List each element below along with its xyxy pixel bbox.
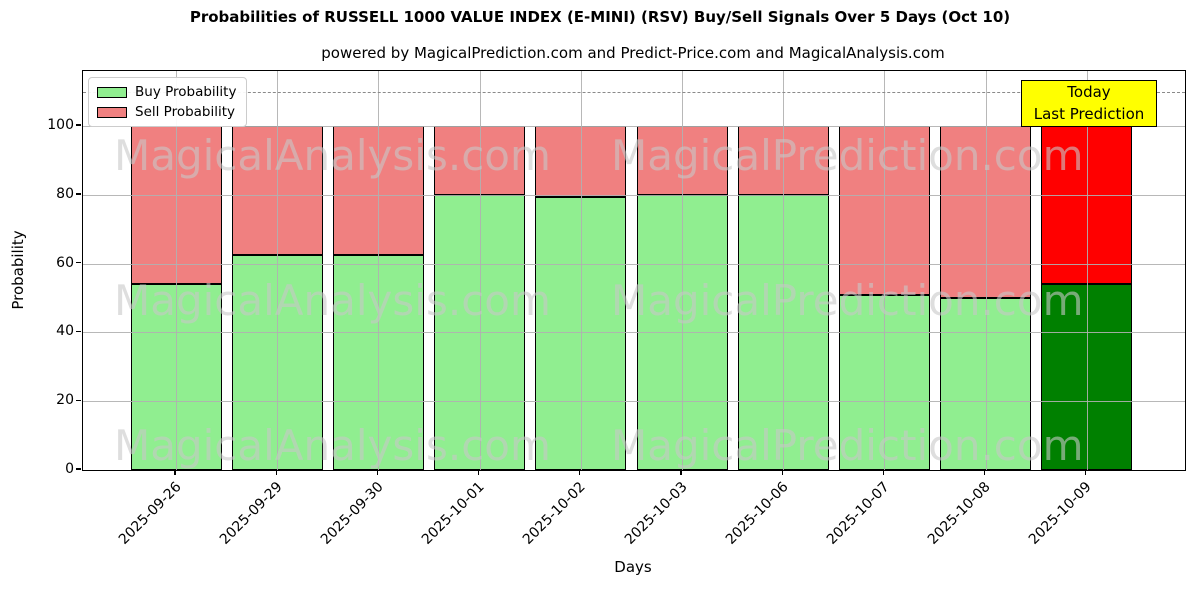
legend-item-sell: Sell Probability xyxy=(97,104,236,120)
legend-label-sell: Sell Probability xyxy=(135,104,236,120)
y-tick-label: 40 xyxy=(56,323,74,340)
horizontal-gridline xyxy=(83,194,1185,196)
watermark-right: MagicalPrediction.com xyxy=(611,276,1084,325)
y-tick-mark xyxy=(76,193,81,195)
x-tick-mark xyxy=(376,470,379,475)
legend: Buy Probability Sell Probability xyxy=(88,77,248,127)
x-tick-label: 2025-09-26 xyxy=(115,479,185,548)
chart-title: Probabilities of RUSSELL 1000 VALUE INDE… xyxy=(189,8,1011,26)
dashed-threshold-line xyxy=(83,91,1185,93)
watermark-right: MagicalPrediction.com xyxy=(611,421,1084,470)
y-tick-mark xyxy=(76,124,81,126)
x-tick-mark xyxy=(1085,470,1087,475)
vertical-gridline xyxy=(176,71,177,470)
watermark-left: MagicalAnalysis.com xyxy=(114,131,551,180)
y-tick-label: 60 xyxy=(56,254,74,271)
x-tick-mark xyxy=(983,470,986,475)
chart-subtitle: powered by MagicalPrediction.com and Pre… xyxy=(321,44,945,62)
y-tick-mark xyxy=(76,261,81,264)
x-tick-mark xyxy=(579,470,581,475)
legend-item-buy: Buy Probability xyxy=(97,84,236,100)
x-tick-label: 2025-10-09 xyxy=(1026,479,1096,548)
x-tick-label: 2025-10-07 xyxy=(823,479,893,548)
vertical-gridline xyxy=(479,71,481,470)
x-tick-mark xyxy=(781,470,783,475)
x-axis-label: Days xyxy=(614,558,652,576)
x-tick-label: 2025-10-01 xyxy=(419,479,488,548)
watermark-left: MagicalAnalysis.com xyxy=(114,276,551,325)
horizontal-gridline xyxy=(83,126,1185,128)
x-tick-label: 2025-10-06 xyxy=(722,479,792,548)
sell-color-swatch xyxy=(97,106,127,118)
y-tick-mark xyxy=(76,330,81,333)
y-tick-mark xyxy=(76,468,81,470)
x-tick-label: 2025-10-08 xyxy=(925,479,994,548)
watermark-right: MagicalPrediction.com xyxy=(611,131,1084,180)
x-tick-label: 2025-09-30 xyxy=(317,479,387,548)
vertical-gridline xyxy=(378,71,380,470)
horizontal-gridline xyxy=(83,401,1185,403)
vertical-gridline xyxy=(783,71,785,470)
y-tick-label: 20 xyxy=(56,392,74,409)
legend-label-buy: Buy Probability xyxy=(135,84,237,100)
vertical-gridline xyxy=(682,71,683,470)
today-annotation-line2: Last Prediction xyxy=(1033,104,1145,123)
today-annotation-line1: Today xyxy=(1067,82,1111,101)
x-tick-mark xyxy=(174,470,176,475)
watermark-left: MagicalAnalysis.com xyxy=(114,421,551,470)
x-tick-label: 2025-10-03 xyxy=(621,479,691,548)
vertical-gridline xyxy=(985,71,987,470)
plot-area: MagicalAnalysis.com MagicalPrediction.com… xyxy=(82,70,1186,471)
x-tick-mark xyxy=(477,470,480,475)
vertical-gridline xyxy=(277,71,279,470)
today-annotation: Today Last Prediction xyxy=(1021,80,1157,127)
x-tick-mark xyxy=(680,470,682,475)
horizontal-gridline xyxy=(83,263,1185,265)
x-tick-mark xyxy=(275,470,277,475)
y-tick-mark xyxy=(76,399,81,401)
horizontal-gridline xyxy=(83,332,1185,334)
x-tick-label: 2025-09-29 xyxy=(216,479,286,548)
x-tick-mark xyxy=(882,470,885,475)
vertical-gridline xyxy=(580,71,582,470)
y-tick-label: 100 xyxy=(47,117,74,134)
vertical-gridline xyxy=(1086,71,1088,470)
y-tick-label: 0 xyxy=(65,461,74,477)
x-tick-label: 2025-10-02 xyxy=(520,479,590,548)
vertical-gridline xyxy=(884,71,886,470)
y-tick-label: 80 xyxy=(56,185,74,202)
buy-color-swatch xyxy=(97,86,127,98)
y-axis-label: Probability xyxy=(9,230,27,310)
